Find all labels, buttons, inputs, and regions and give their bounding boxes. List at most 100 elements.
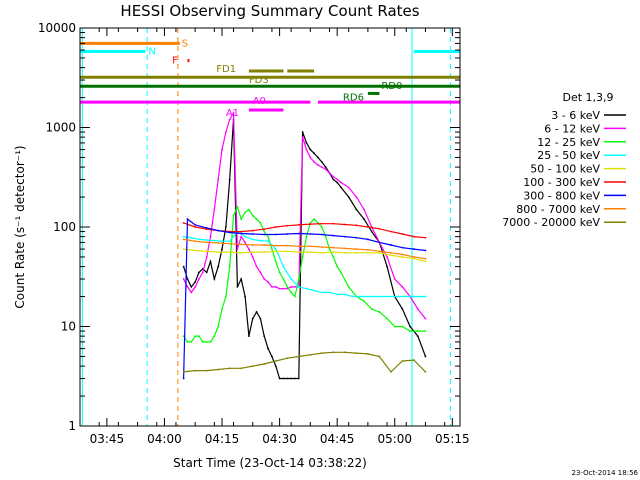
data-point-s0-19: [255, 311, 258, 313]
data-point-s7-5: [240, 243, 243, 246]
data-point-s5-10: [297, 223, 300, 226]
data-point-s1-42: [347, 186, 350, 189]
data-point-s3-27: [390, 295, 392, 298]
data-point-s4-4: [228, 251, 231, 253]
data-point-s1-7: [209, 235, 212, 238]
data-point-s2-31: [301, 256, 304, 258]
data-point-s2-9: [217, 325, 220, 328]
data-point-s3-2: [198, 238, 200, 241]
data-point-s7-20: [413, 256, 415, 258]
data-point-s1-28: [290, 286, 293, 288]
data-point-s0-6: [205, 271, 208, 274]
data-point-s3-29: [405, 295, 408, 298]
data-point-s7-7: [263, 244, 266, 246]
data-point-s3-21: [343, 293, 346, 296]
data-point-s2-51: [416, 330, 419, 332]
data-point-s6-19: [390, 244, 392, 246]
data-point-s7-15: [355, 248, 358, 250]
x-tick-label-1: 04:00: [147, 432, 182, 446]
data-point-s4-3: [217, 251, 220, 253]
flag-label-rd0: RD0: [381, 81, 402, 92]
data-point-s6-20: [401, 246, 404, 249]
data-point-s2-24: [274, 260, 277, 263]
data-point-s2-47: [386, 317, 388, 320]
data-point-s5-0: [182, 221, 185, 224]
data-point-s6-21: [413, 248, 415, 250]
data-point-s6-4: [217, 229, 220, 232]
data-point-s3-4: [213, 239, 216, 242]
y-tick-label-0: 1: [68, 419, 76, 433]
data-point-s1-16: [244, 241, 246, 244]
data-point-s3-9: [251, 238, 254, 241]
flag-label-n: N: [148, 47, 155, 58]
data-point-s0-4: [198, 271, 200, 274]
data-point-s8-5: [240, 367, 243, 370]
data-point-s2-26: [282, 278, 285, 280]
data-point-s4-5: [240, 251, 243, 254]
data-point-s2-7: [209, 341, 212, 343]
data-point-s8-12: [320, 352, 323, 355]
data-point-s4-11: [309, 251, 312, 253]
data-point-s3-20: [336, 293, 339, 296]
data-point-s8-10: [297, 355, 300, 358]
data-point-s1-8: [213, 208, 216, 211]
data-point-s3-18: [320, 291, 323, 294]
data-point-s0-47: [386, 265, 388, 268]
data-point-s1-25: [278, 287, 281, 290]
data-point-s2-16: [244, 211, 246, 214]
data-point-s7-2: [205, 241, 208, 244]
data-point-s0-21: [263, 335, 266, 338]
data-point-s1-14: [236, 248, 239, 250]
data-point-s6-15: [343, 235, 346, 238]
data-point-s2-39: [332, 256, 335, 258]
data-point-s8-9: [286, 357, 289, 360]
data-point-s6-6: [240, 232, 243, 235]
data-point-s2-11: [224, 295, 227, 298]
series-line-8: [183, 351, 426, 373]
data-point-s1-17: [247, 248, 250, 250]
legend-label-6: 300 - 800 keV: [523, 189, 600, 202]
data-point-s2-50: [409, 330, 412, 332]
legend-label-2: 12 - 25 keV: [537, 136, 600, 149]
data-point-s2-25: [278, 271, 281, 274]
data-point-s0-52: [424, 355, 427, 358]
data-point-s2-13: [232, 214, 235, 217]
data-point-s2-37: [324, 235, 327, 238]
data-point-s3-14: [290, 278, 293, 280]
data-point-s1-1: [186, 286, 189, 288]
data-point-s5-17: [378, 227, 381, 230]
data-point-s0-10: [221, 248, 223, 250]
data-point-s8-15: [355, 352, 358, 355]
data-point-s7-16: [366, 248, 369, 251]
data-point-s1-44: [363, 208, 365, 211]
data-point-s4-12: [320, 251, 323, 254]
data-point-s1-18: [251, 256, 254, 258]
data-point-s6-0: [182, 377, 185, 380]
data-point-s7-8: [274, 244, 277, 247]
data-point-s6-7: [251, 233, 254, 235]
data-point-s4-14: [343, 251, 346, 254]
data-point-s7-12: [320, 246, 323, 248]
data-point-s1-11: [224, 131, 227, 133]
data-point-s6-13: [320, 233, 323, 236]
data-point-s6-2: [194, 223, 197, 226]
flag-label-s: S: [182, 38, 188, 49]
x-tick-label-5: 05:00: [377, 432, 412, 446]
data-point-s1-22: [267, 281, 269, 283]
data-point-s4-19: [401, 256, 404, 258]
data-point-s2-14: [236, 205, 239, 208]
data-point-s4-15: [355, 251, 358, 254]
data-point-s8-18: [390, 370, 392, 373]
data-point-s1-35: [317, 164, 319, 166]
flag-label-fd1: FD1: [216, 64, 236, 75]
data-point-s0-11: [224, 226, 227, 228]
data-point-s3-16: [305, 287, 308, 290]
data-point-s2-23: [271, 248, 273, 250]
series-line-7: [183, 238, 426, 260]
data-point-s1-20: [259, 271, 262, 274]
data-point-s1-2: [190, 291, 193, 294]
data-point-s5-14: [343, 223, 346, 226]
data-point-s4-17: [378, 251, 381, 254]
data-point-s6-14: [332, 234, 335, 237]
